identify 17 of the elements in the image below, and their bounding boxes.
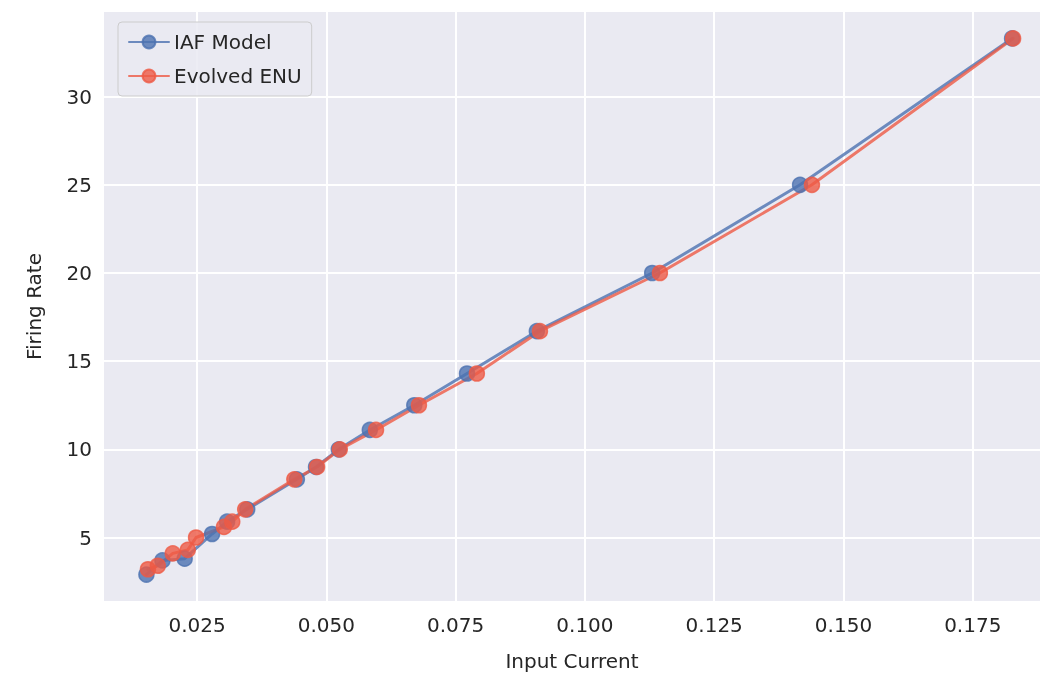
y-tick-label: 30 xyxy=(66,84,92,109)
x-tick-label: 0.175 xyxy=(944,613,1002,637)
x-tick-label: 0.150 xyxy=(814,613,873,637)
y-tick-label: 15 xyxy=(66,349,92,374)
y-tick-label: 10 xyxy=(66,437,92,462)
x-axis-title: Input Current xyxy=(505,649,639,673)
x-tick-label: 0.025 xyxy=(168,613,226,637)
y-tick-label: 5 xyxy=(79,525,92,550)
legend-label: IAF Model xyxy=(174,30,272,54)
y-tick-label: 25 xyxy=(66,172,92,197)
y-tick-label: 20 xyxy=(66,260,92,285)
x-tick-label: 0.100 xyxy=(556,613,614,637)
legend-label: Evolved ENU xyxy=(174,64,302,88)
x-tick-label: 0.050 xyxy=(297,613,355,637)
x-tick-label: 0.075 xyxy=(427,613,485,637)
y-axis-title: Firing Rate xyxy=(22,253,46,360)
x-tick-label: 0.125 xyxy=(685,613,743,637)
